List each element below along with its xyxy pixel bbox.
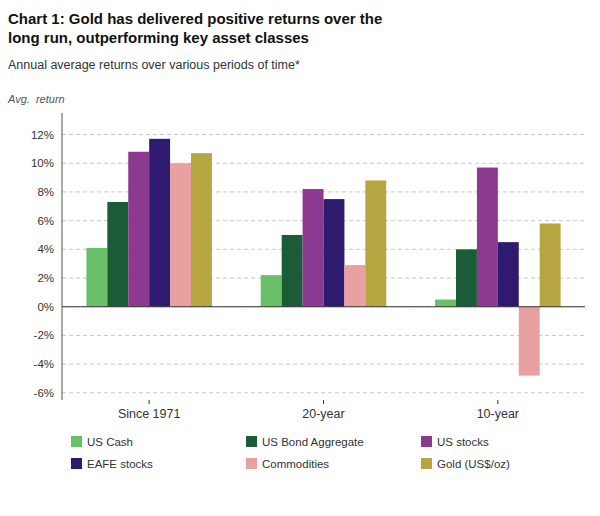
bar: [86, 248, 107, 307]
grid-line: [62, 392, 585, 393]
y-tick-label: 6%: [37, 215, 54, 227]
legend: US Cash US Bond Aggregate US stocks EAFE st…: [71, 436, 510, 470]
bar: [540, 223, 561, 306]
legend-label: US Bond Aggregate: [262, 436, 364, 448]
chart-container: Chart 1: Gold has delivered positive ret…: [0, 0, 600, 516]
y-tick-label: -4%: [34, 358, 54, 370]
y-tick-label: 0%: [37, 301, 54, 313]
legend-label: EAFE stocks: [87, 458, 153, 470]
subtitle: Annual average returns over various peri…: [8, 58, 300, 72]
title: Chart 1: Gold has delivered positive ret…: [8, 10, 382, 46]
legend-swatch: [71, 458, 82, 469]
y-tick-label: -2%: [34, 329, 54, 341]
legend-label: Gold (US$/oz): [437, 458, 510, 470]
zero-line: [62, 306, 585, 307]
grid-line: [62, 364, 585, 365]
legend-swatch: [246, 436, 257, 447]
x-tick-label: Since 1971: [118, 407, 181, 421]
bar: [344, 265, 365, 307]
bar: [477, 168, 498, 307]
bar: [128, 152, 149, 307]
legend-swatch: [71, 436, 82, 447]
bar: [107, 202, 128, 307]
legend-label: Commodities: [262, 458, 329, 470]
x-tick: [497, 400, 498, 404]
y-axis-line: [62, 113, 63, 400]
x-tick-label: 20-year: [302, 407, 344, 421]
x-tick-label: 10-year: [477, 407, 519, 421]
legend-label: US Cash: [87, 436, 133, 448]
chart-svg: Chart 1: Gold has delivered positive ret…: [0, 0, 600, 516]
y-tick-label: 12%: [31, 129, 54, 141]
y-tick-label: 8%: [37, 186, 54, 198]
y-tick-label: 2%: [37, 272, 54, 284]
legend-label: US stocks: [437, 436, 489, 448]
y-tick-label: -6%: [34, 387, 54, 399]
bar: [170, 163, 191, 307]
bar: [303, 189, 324, 307]
bar: [435, 300, 456, 307]
grid: [62, 135, 585, 393]
bar: [261, 275, 282, 307]
y-tick-label: 4%: [37, 243, 54, 255]
grid-line: [62, 335, 585, 336]
x-tick: [149, 400, 150, 404]
bar: [282, 235, 303, 307]
x-tick: [323, 400, 324, 404]
grid-line: [62, 134, 585, 135]
bar: [365, 180, 386, 306]
bars: [86, 139, 560, 376]
bar: [456, 249, 477, 306]
y-tick-label: 10%: [31, 157, 54, 169]
bar: [519, 307, 540, 376]
grid-line: [62, 306, 585, 307]
bar: [149, 139, 170, 307]
legend-swatch: [421, 458, 432, 469]
bar: [498, 242, 519, 307]
y-axis-label: Avg. return: [7, 93, 65, 105]
legend-swatch: [246, 458, 257, 469]
bar: [191, 153, 212, 307]
legend-swatch: [421, 436, 432, 447]
bar: [324, 199, 345, 307]
